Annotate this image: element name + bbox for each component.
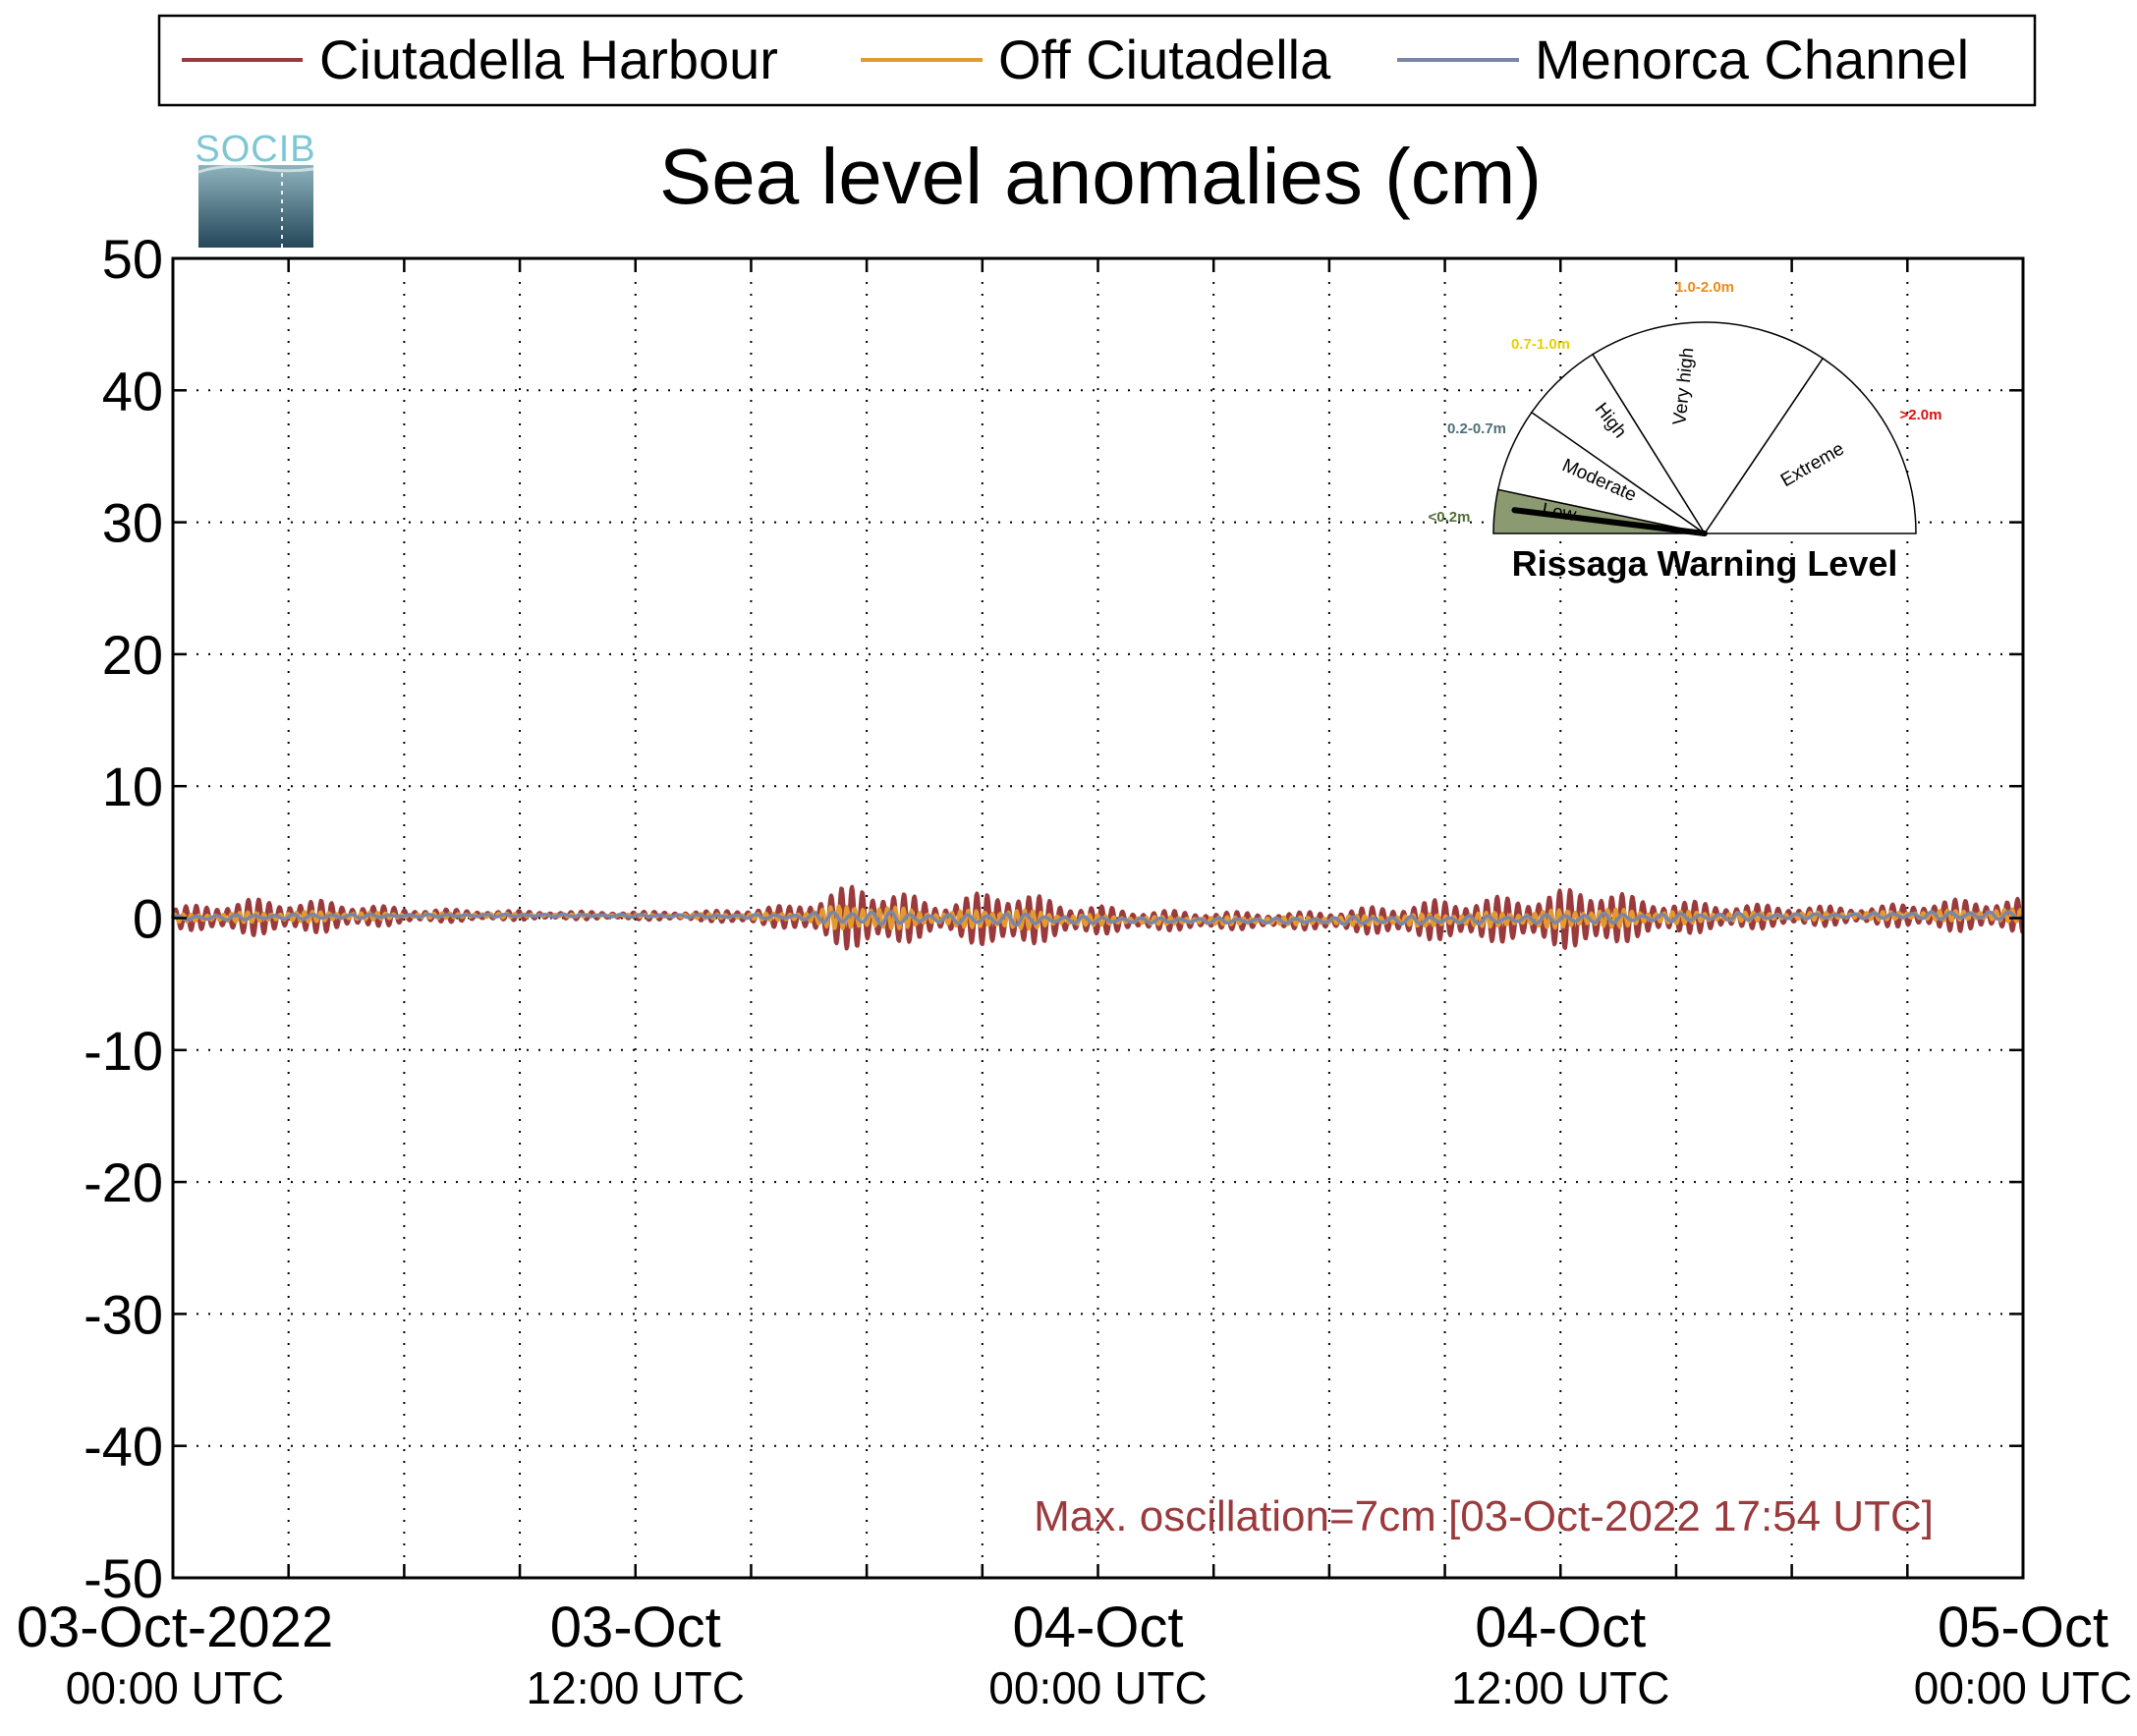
gauge-needle <box>1511 507 1708 536</box>
series-line-harbour <box>171 884 2025 951</box>
gauge-segment-extreme <box>1703 357 1917 534</box>
x-tick-label-date: 03-Oct-2022 <box>17 1596 333 1659</box>
x-tick-label-time: 12:00 UTC <box>1451 1662 1669 1713</box>
x-tick-label-date: 03-Oct <box>550 1596 721 1659</box>
x-tick-label-time: 00:00 UTC <box>66 1662 284 1713</box>
gauge-range-label: 1.0-2.0m <box>1675 279 1734 296</box>
x-tick-label-date: 04-Oct <box>1012 1596 1183 1659</box>
legend: Ciutadella Harbour Off Ciutadella Menorc… <box>157 14 2037 107</box>
gauge-range-label: 0.7-1.0m <box>1511 336 1570 353</box>
max-oscillation-note: Max. oscillation=7cm [03-Oct-2022 17:54 … <box>1034 1492 1934 1540</box>
y-tick-label: -30 <box>84 1283 163 1345</box>
y-tick-label: -40 <box>84 1416 163 1478</box>
legend-label-offshore: Off Ciutadella <box>998 28 1331 90</box>
socib-logo: SOCIB <box>195 129 315 248</box>
gauge-range-label: <0.2m <box>1429 509 1471 526</box>
legend-label-channel: Menorca Channel <box>1535 28 1969 90</box>
axis-ticks: 50403020100-10-20-30-40-5003-Oct-202200:… <box>17 228 2132 1713</box>
x-tick-label-time: 00:00 UTC <box>1914 1662 2132 1713</box>
x-tick-label-time: 12:00 UTC <box>527 1662 745 1713</box>
gauge-range-label: 0.2-0.7m <box>1447 420 1506 437</box>
x-tick-label-time: 00:00 UTC <box>988 1662 1207 1713</box>
chart-title: Sea level anomalies (cm) <box>659 133 1542 220</box>
gauge-segment-very-high <box>1592 321 1825 535</box>
y-tick-label: 10 <box>102 756 163 817</box>
y-tick-label: -50 <box>84 1547 163 1609</box>
x-tick-label-date: 04-Oct <box>1475 1596 1646 1659</box>
logo-text: SOCIB <box>195 129 315 170</box>
y-tick-label: -20 <box>84 1151 163 1213</box>
x-tick-label-date: 05-Oct <box>1938 1596 2109 1659</box>
y-tick-label: -10 <box>84 1020 163 1082</box>
legend-label-harbour: Ciutadella Harbour <box>319 28 778 90</box>
y-tick-label: 20 <box>102 624 163 686</box>
series-group <box>171 884 2025 951</box>
y-tick-label: 30 <box>102 492 163 554</box>
y-tick-label: 0 <box>133 888 163 950</box>
rissaga-gauge: LowModerateHighVery highExtreme<0.2m0.2-… <box>1429 279 1942 584</box>
gauge-range-label: >2.0m <box>1900 407 1942 423</box>
y-tick-label: 50 <box>102 228 163 290</box>
y-tick-label: 40 <box>102 360 163 421</box>
gauge-title: Rissaga Warning Level <box>1512 543 1898 584</box>
series-line-channel <box>171 910 2025 927</box>
